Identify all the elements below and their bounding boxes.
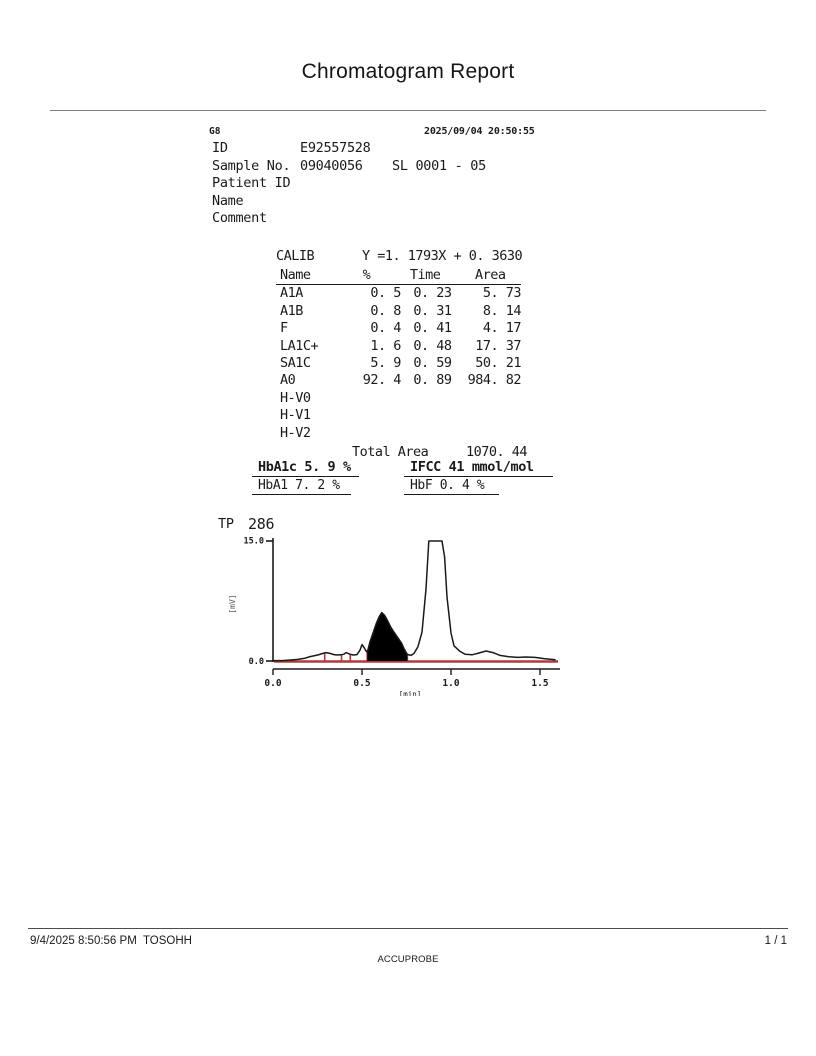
cell-area: 984. 82	[467, 372, 522, 389]
device-model: G8	[209, 126, 221, 137]
y-tick-label-top: 15.0	[244, 537, 264, 547]
footer-left-text: 9/4/2025 8:50:56 PM TOSOHH	[30, 935, 192, 947]
cell-name: H-V0	[280, 389, 311, 406]
cell-area	[459, 390, 521, 407]
cell-time	[401, 390, 460, 407]
result-hbf: HbF 0. 4 %	[404, 478, 499, 495]
tp-value: 286	[248, 515, 275, 533]
table-row: F 0. 4 0. 41 4. 17	[276, 320, 521, 337]
meta-label: ID	[212, 140, 228, 156]
device-line: G8 2025/09/04 20:50:55	[208, 126, 608, 140]
column-header-time: Time	[400, 267, 460, 286]
table-header-row: Name % Time Area	[276, 267, 521, 286]
cell-area: 8. 14	[482, 302, 522, 319]
cell-name: A1B	[280, 302, 303, 319]
cell-name: SA1C	[280, 355, 311, 372]
meta-value-secondary: SL 0001 - 05	[392, 157, 486, 174]
column-header-area: Area	[459, 267, 521, 286]
cell-time	[401, 425, 460, 442]
integrated-peak-fill	[367, 612, 408, 661]
cell-name: A0	[280, 372, 296, 389]
total-area-row: Total Area 1070. 44	[276, 444, 536, 492]
meta-value: 09040056	[300, 157, 363, 174]
column-header-name: Name	[276, 267, 347, 286]
cell-percent: 5. 9	[370, 355, 401, 372]
peak-table-block: CALIB Y =1. 1793X + 0. 3630 Name % Time …	[276, 248, 536, 442]
cell-name: A1A	[280, 285, 303, 302]
cell-percent	[346, 390, 401, 407]
cell-area: 17. 37	[475, 337, 521, 354]
x-axis-label: [min]	[399, 690, 422, 696]
cell-time: 0. 48	[413, 337, 452, 354]
calibration-equation: Y =1. 1793X + 0. 3630	[362, 248, 523, 264]
meta-value: E92557528	[300, 140, 371, 156]
cell-name: F	[280, 320, 288, 337]
cell-time: 0. 31	[413, 302, 452, 319]
total-area-value: 1070. 44	[466, 444, 528, 460]
x-tick-label: 1.0	[442, 678, 459, 689]
x-tick-label: 0.5	[353, 678, 370, 689]
footer-divider	[28, 928, 788, 929]
cell-name: H-V1	[280, 407, 311, 424]
chromatogram: TP 286 15.0 0.0 [mV] 0.0	[210, 515, 580, 696]
cell-percent	[346, 407, 401, 424]
peak-table: Name % Time Area A1A 0. 5 0. 23 5. 73 A1…	[276, 267, 521, 442]
result-hba1c: HbA1c 5. 9 %	[252, 460, 359, 477]
cell-time: 0. 41	[413, 320, 452, 337]
page-number: 1 / 1	[764, 935, 787, 947]
cell-area: 5. 73	[482, 285, 522, 302]
meta-label: Name	[212, 192, 244, 209]
meta-row-comment: Comment	[208, 210, 608, 228]
result-ifcc: IFCC 41 mmol/mol	[404, 460, 553, 477]
cell-time: 0. 23	[413, 285, 452, 302]
run-timestamp: 2025/09/04 20:50:55	[424, 126, 535, 137]
table-row: A0 92. 4 0. 89 984. 82	[276, 372, 521, 389]
printout-meta-block: G8 2025/09/04 20:50:55 ID E92557528 Samp…	[208, 126, 608, 228]
header-divider	[50, 110, 766, 111]
meta-label: Comment	[212, 210, 267, 226]
column-header-percent: %	[346, 267, 401, 286]
table-row: H-V0	[276, 390, 521, 407]
cell-percent: 1. 6	[370, 337, 401, 354]
cell-area: 50. 21	[475, 355, 521, 372]
table-row: A1A 0. 5 0. 23 5. 73	[276, 285, 521, 303]
result-hba1: HbA1 7. 2 %	[252, 478, 351, 495]
cell-area: 4. 17	[482, 320, 522, 337]
cell-time: 0. 89	[413, 372, 452, 389]
meta-label: Sample No.	[212, 157, 291, 174]
cell-percent: 0. 5	[370, 285, 401, 302]
detector-trace	[272, 540, 556, 662]
y-axis-label: [mV]	[228, 594, 237, 613]
table-row: H-V2	[276, 425, 521, 442]
table-row: A1B 0. 8 0. 31 8. 14	[276, 303, 521, 320]
cell-time	[401, 407, 460, 424]
page-title: Chromatogram Report	[301, 60, 515, 83]
meta-label: Patient ID	[212, 175, 291, 191]
cell-percent	[346, 425, 401, 442]
calibration-label: CALIB	[276, 248, 315, 264]
footer-center-text: ACCUPROBE	[377, 954, 439, 965]
cell-percent: 0. 4	[370, 320, 401, 337]
table-row: LA1C+ 1. 6 0. 48 17. 37	[276, 338, 521, 355]
table-row: H-V1	[276, 407, 521, 424]
tp-label: TP	[218, 516, 234, 532]
cell-area	[459, 407, 521, 424]
meta-row-name: Name	[208, 193, 608, 211]
cell-time: 0. 59	[413, 355, 452, 372]
meta-row-id: ID E92557528	[208, 140, 608, 158]
cell-name: LA1C+	[280, 337, 319, 354]
meta-row-patient-id: Patient ID	[208, 175, 608, 193]
chromatogram-plot: 15.0 0.0 [mV] 0.0 0.5 1.0 1.5 [min]	[228, 537, 560, 696]
cell-name: H-V2	[280, 424, 311, 441]
x-tick-label: 0.0	[264, 678, 281, 689]
cell-percent: 0. 8	[370, 302, 401, 319]
table-row: SA1C 5. 9 0. 59 50. 21	[276, 355, 521, 372]
total-area-label: Total Area	[352, 444, 429, 460]
meta-row-sample-no: Sample No. 09040056 SL 0001 - 05	[208, 158, 608, 176]
calibration-row: CALIB Y =1. 1793X + 0. 3630	[276, 248, 536, 266]
x-tick-label: 1.5	[531, 678, 548, 689]
cell-area	[459, 425, 521, 442]
cell-percent: 92. 4	[362, 372, 402, 389]
y-tick-label-bottom: 0.0	[249, 657, 264, 667]
